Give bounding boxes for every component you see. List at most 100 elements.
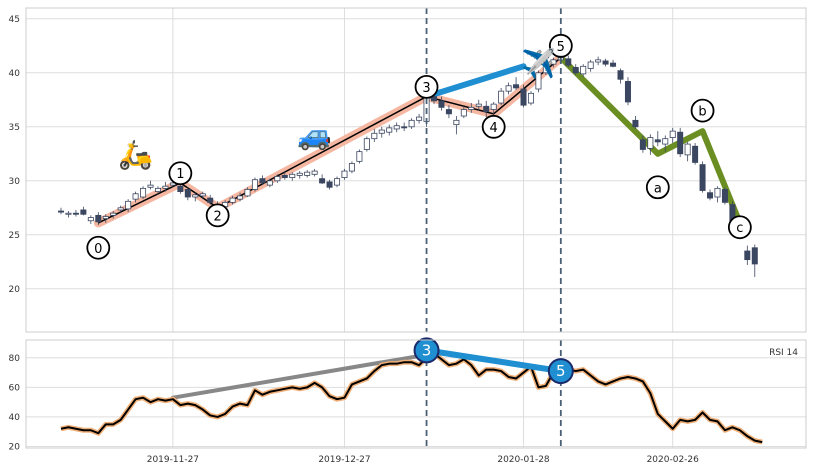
candle-body: [319, 178, 326, 184]
wave-5-circle: [548, 33, 573, 58]
price-ytick-label: 30: [9, 177, 21, 187]
candle-body: [154, 187, 161, 193]
candle-body: [714, 187, 721, 198]
candle-body: [393, 125, 400, 130]
candle-body: [401, 126, 408, 129]
candle-body: [453, 119, 460, 126]
wave-b-label: b: [698, 105, 706, 120]
impulse-wave-line: [97, 57, 562, 224]
wave-vlines: [425, 8, 562, 448]
wave-0-circle: [86, 235, 111, 260]
candle-body: [334, 178, 341, 186]
wave-4-label: 4: [490, 121, 498, 136]
wave-labels: 0 1 2 3 4 5 a b c 🛵 🚙 ✈️ 3 5: [86, 33, 752, 385]
price-ytick-label: 40: [9, 69, 21, 79]
candle-body: [80, 209, 87, 215]
wave-3-circle: [414, 74, 439, 99]
candle-body: [580, 65, 587, 75]
wave-a-label: a: [654, 181, 662, 196]
candle-body: [565, 58, 572, 66]
price-panel-background: [26, 8, 806, 332]
candle-body: [125, 200, 132, 210]
candle-body: [65, 212, 72, 215]
xtick-label: 2019-11-27: [147, 455, 199, 465]
wave-a-circle: [645, 175, 670, 200]
candle-body: [542, 63, 549, 74]
candle-body: [692, 145, 699, 163]
rsi-grid: [26, 340, 806, 448]
wave-2-circle: [205, 203, 230, 228]
candle-body: [490, 103, 497, 110]
candle-body: [132, 193, 139, 200]
candle-body: [326, 181, 333, 188]
candle-body: [430, 96, 437, 102]
rsi-trendline: [170, 352, 429, 400]
candle-body: [602, 60, 609, 65]
candle-body: [475, 103, 482, 107]
candle-body: [527, 92, 534, 104]
wave-emoji-2: ✈️: [521, 46, 556, 80]
candle-body: [177, 185, 184, 192]
candle-body: [460, 109, 467, 117]
rsi-wave-3-label: 3: [422, 341, 432, 359]
candle-body: [184, 189, 191, 198]
candle-body: [684, 143, 691, 156]
candle-body: [311, 170, 318, 175]
candle-body: [699, 164, 706, 191]
candle-body: [677, 131, 684, 155]
wave-c-circle: [727, 215, 752, 240]
candle-body: [445, 109, 452, 115]
price-grid: [26, 8, 806, 332]
candle-body: [304, 171, 311, 176]
candle-body: [624, 81, 631, 103]
rsi-ytick-label: 20: [9, 443, 21, 453]
candle-body: [87, 217, 94, 222]
candle-body: [416, 116, 423, 121]
candle-body: [58, 210, 65, 213]
rsi-series: [60, 347, 763, 445]
rsi-panel-frame: [25, 339, 807, 449]
candle-body: [192, 194, 199, 198]
wave-4-circle: [481, 114, 506, 139]
candle-body: [378, 129, 385, 134]
rsi-panel-label: RSI 14: [769, 348, 798, 358]
candle-body: [341, 170, 348, 178]
candle-body: [266, 180, 273, 186]
candle-body: [274, 176, 281, 182]
candle-body: [617, 70, 624, 80]
candle-body: [610, 62, 617, 67]
rsi-ytick-label: 60: [9, 383, 21, 393]
rsi-wave-5-circle: [547, 358, 574, 385]
candle-body: [654, 139, 661, 143]
candle-body: [259, 178, 266, 184]
wave-5-label: 5: [557, 40, 565, 55]
wave-extension-line: [423, 63, 527, 100]
candle-body: [751, 247, 758, 265]
candle-body: [237, 195, 244, 200]
rsi-ytick-label: 80: [9, 354, 21, 364]
candle-body: [438, 100, 445, 108]
wave-2-label: 2: [214, 209, 222, 224]
candle-body: [505, 85, 512, 92]
xtick-label: 2020-01-28: [497, 455, 550, 465]
candle-body: [639, 139, 646, 150]
candle-body: [587, 61, 594, 69]
candle-body: [721, 189, 728, 203]
candle-body: [363, 138, 370, 150]
candle-body: [348, 163, 355, 172]
candle-body: [356, 151, 363, 162]
wave-1-circle: [168, 161, 193, 186]
candle-body: [707, 192, 714, 199]
candle-body: [207, 197, 214, 203]
price-ytick-label: 20: [9, 285, 21, 295]
candle-body: [408, 119, 415, 128]
candle-body: [468, 106, 475, 110]
candle-body: [296, 172, 303, 176]
candle-body: [110, 212, 117, 216]
price-ytick-label: 45: [9, 15, 20, 25]
candle-body: [199, 193, 206, 197]
wave-c-label: c: [736, 221, 743, 236]
xtick-label: 2020-02-26: [647, 455, 700, 465]
